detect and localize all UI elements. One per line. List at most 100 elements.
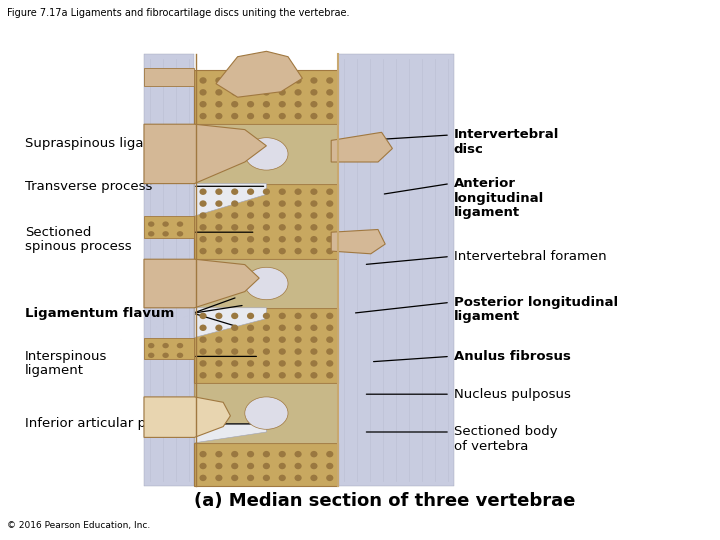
Text: ligament: ligament <box>25 364 84 377</box>
Ellipse shape <box>326 325 333 331</box>
Ellipse shape <box>231 236 238 242</box>
Ellipse shape <box>231 463 238 469</box>
Ellipse shape <box>231 101 238 107</box>
Ellipse shape <box>199 451 207 457</box>
Ellipse shape <box>247 236 254 242</box>
Polygon shape <box>331 230 385 254</box>
Ellipse shape <box>215 360 222 367</box>
Ellipse shape <box>247 451 254 457</box>
Ellipse shape <box>294 77 302 84</box>
Polygon shape <box>144 68 194 86</box>
Ellipse shape <box>199 313 207 319</box>
Ellipse shape <box>199 89 207 96</box>
Ellipse shape <box>310 248 318 254</box>
Ellipse shape <box>247 188 254 195</box>
Ellipse shape <box>231 360 238 367</box>
Ellipse shape <box>199 463 207 469</box>
Ellipse shape <box>310 325 318 331</box>
Polygon shape <box>194 308 338 383</box>
Ellipse shape <box>310 200 318 207</box>
Ellipse shape <box>326 212 333 219</box>
Ellipse shape <box>310 89 318 96</box>
Ellipse shape <box>310 451 318 457</box>
Ellipse shape <box>247 200 254 207</box>
Text: Sectioned body: Sectioned body <box>454 426 557 438</box>
Ellipse shape <box>310 188 318 195</box>
Text: Sectioned: Sectioned <box>25 226 91 239</box>
Text: of vertebra: of vertebra <box>454 440 528 453</box>
Ellipse shape <box>247 224 254 231</box>
Ellipse shape <box>176 231 183 237</box>
Text: Posterior longitudinal: Posterior longitudinal <box>454 296 618 309</box>
Ellipse shape <box>231 313 238 319</box>
Ellipse shape <box>231 224 238 231</box>
Ellipse shape <box>279 451 286 457</box>
Ellipse shape <box>279 348 286 355</box>
Ellipse shape <box>326 200 333 207</box>
Ellipse shape <box>294 89 302 96</box>
Ellipse shape <box>294 475 302 481</box>
Ellipse shape <box>263 372 270 379</box>
Ellipse shape <box>199 101 207 107</box>
Ellipse shape <box>326 236 333 242</box>
Ellipse shape <box>294 236 302 242</box>
Polygon shape <box>144 124 266 184</box>
Ellipse shape <box>199 224 207 231</box>
Ellipse shape <box>294 325 302 331</box>
Ellipse shape <box>162 353 168 358</box>
Text: Supraspinous ligament: Supraspinous ligament <box>25 137 179 150</box>
Ellipse shape <box>294 248 302 254</box>
Ellipse shape <box>199 248 207 254</box>
Ellipse shape <box>263 360 270 367</box>
Text: Anterior: Anterior <box>454 177 516 190</box>
Ellipse shape <box>263 451 270 457</box>
Ellipse shape <box>247 463 254 469</box>
Polygon shape <box>194 259 338 308</box>
Ellipse shape <box>215 248 222 254</box>
Ellipse shape <box>294 313 302 319</box>
Ellipse shape <box>215 101 222 107</box>
Ellipse shape <box>263 212 270 219</box>
Polygon shape <box>144 216 194 238</box>
Polygon shape <box>144 54 194 486</box>
Polygon shape <box>194 70 338 124</box>
Ellipse shape <box>294 200 302 207</box>
Text: ligament: ligament <box>454 310 520 323</box>
Text: Inferior articular process: Inferior articular process <box>25 417 189 430</box>
Ellipse shape <box>247 101 254 107</box>
Text: Anulus fibrosus: Anulus fibrosus <box>454 350 570 363</box>
Ellipse shape <box>215 336 222 343</box>
Ellipse shape <box>215 236 222 242</box>
Polygon shape <box>194 383 338 443</box>
Text: Transverse process: Transverse process <box>25 180 153 193</box>
Ellipse shape <box>310 212 318 219</box>
Ellipse shape <box>199 360 207 367</box>
Ellipse shape <box>215 200 222 207</box>
Ellipse shape <box>263 325 270 331</box>
Ellipse shape <box>231 336 238 343</box>
Ellipse shape <box>215 77 222 84</box>
Polygon shape <box>194 424 266 443</box>
Ellipse shape <box>263 188 270 195</box>
Ellipse shape <box>215 113 222 119</box>
Ellipse shape <box>231 188 238 195</box>
Text: longitudinal: longitudinal <box>454 192 544 205</box>
Text: spinous process: spinous process <box>25 240 132 253</box>
Ellipse shape <box>215 475 222 481</box>
Ellipse shape <box>231 475 238 481</box>
Ellipse shape <box>279 113 286 119</box>
Ellipse shape <box>326 77 333 84</box>
Ellipse shape <box>310 336 318 343</box>
Ellipse shape <box>245 138 288 170</box>
Ellipse shape <box>294 212 302 219</box>
Ellipse shape <box>247 336 254 343</box>
Ellipse shape <box>247 212 254 219</box>
Ellipse shape <box>279 188 286 195</box>
Ellipse shape <box>247 313 254 319</box>
Text: Intervertebral: Intervertebral <box>454 129 559 141</box>
Ellipse shape <box>310 313 318 319</box>
Ellipse shape <box>263 248 270 254</box>
Polygon shape <box>144 259 259 308</box>
Ellipse shape <box>231 325 238 331</box>
Polygon shape <box>338 54 454 486</box>
